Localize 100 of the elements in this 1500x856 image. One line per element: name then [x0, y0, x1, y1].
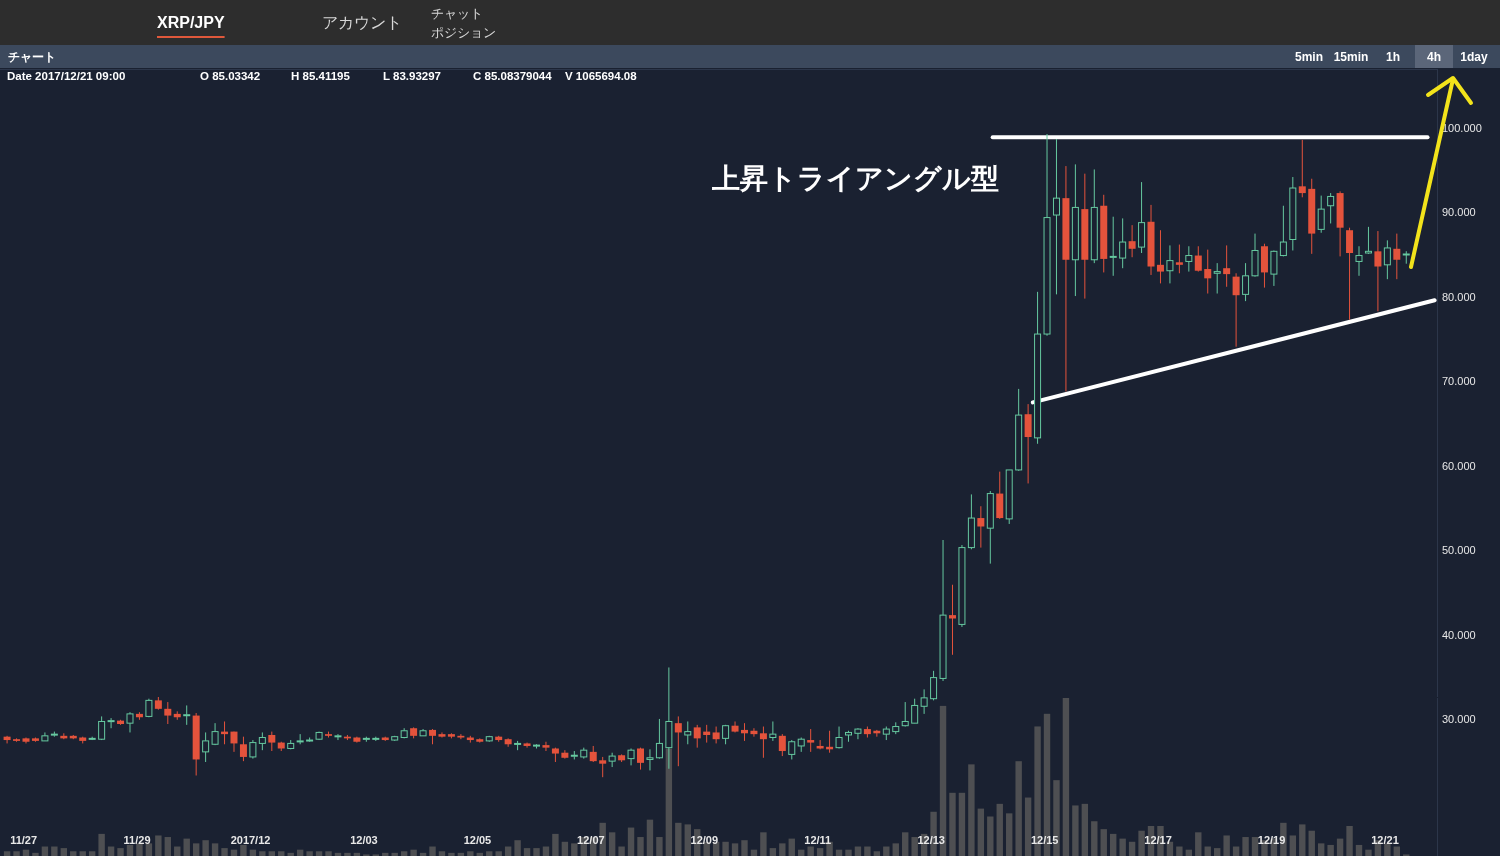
candlestick — [712, 726, 720, 744]
bar — [495, 851, 502, 856]
x-tick-label: 12/17 — [1144, 834, 1172, 846]
bar — [835, 849, 843, 856]
bar — [902, 832, 909, 856]
x-tick-label: 2017/12 — [230, 834, 271, 846]
candlestick — [239, 736, 247, 762]
candlestick — [183, 704, 191, 726]
bar — [750, 849, 758, 856]
candlestick — [1346, 227, 1354, 321]
bar — [476, 852, 483, 856]
bar — [1223, 835, 1230, 856]
candlestick — [759, 726, 767, 759]
bar — [429, 846, 436, 856]
bar — [646, 819, 654, 856]
bar — [183, 838, 190, 856]
candlestick — [1119, 217, 1127, 269]
candlestick — [1242, 262, 1250, 302]
bar — [996, 803, 1003, 856]
bar — [126, 844, 134, 856]
bar — [344, 852, 351, 856]
bar — [400, 851, 408, 856]
bar — [1346, 825, 1353, 856]
candlestick — [1194, 245, 1202, 273]
bar — [1176, 846, 1183, 856]
bar — [155, 835, 162, 856]
candlestick — [561, 749, 569, 760]
candlestick — [977, 505, 985, 549]
bar — [1091, 821, 1098, 856]
text: 4h — [1426, 50, 1442, 64]
bar — [1015, 761, 1022, 856]
bar — [296, 849, 304, 856]
bar — [192, 843, 200, 856]
candlestick — [1052, 138, 1060, 295]
bar — [958, 792, 966, 856]
y-tick-label: 60.000 — [1442, 459, 1476, 472]
candlestick — [1374, 230, 1382, 312]
bar — [486, 851, 493, 856]
bar — [1110, 833, 1117, 856]
bar — [419, 852, 427, 856]
text: 1day — [1460, 50, 1488, 64]
bar — [51, 846, 58, 856]
y-tick-label: 80.000 — [1442, 290, 1476, 303]
text: 15min — [1333, 50, 1369, 64]
bar — [892, 843, 899, 856]
bar — [741, 840, 748, 856]
bar — [911, 837, 918, 856]
candlestick — [854, 727, 862, 740]
candlestick — [1298, 139, 1306, 198]
bar — [864, 846, 871, 856]
x-tick-label: 12/09 — [690, 834, 719, 846]
candlestick — [684, 720, 692, 745]
annotation: C 85.08379044 — [473, 70, 553, 82]
bar — [968, 764, 975, 856]
annotation: V 1065694.08 — [565, 70, 638, 82]
bar — [561, 841, 569, 856]
candlestick — [107, 717, 115, 729]
candlestick — [1156, 229, 1164, 284]
bar — [987, 816, 994, 856]
candlestick — [1270, 249, 1278, 287]
bar — [391, 852, 398, 856]
bar — [1128, 841, 1136, 856]
candlestick — [778, 733, 786, 757]
bar — [977, 808, 985, 856]
candlestick — [1327, 192, 1335, 224]
x-tick-label: 12/15 — [1030, 834, 1059, 846]
x-tick-label: 12/05 — [463, 834, 492, 846]
bar — [656, 837, 663, 856]
candlestick — [901, 701, 909, 728]
bar — [1289, 835, 1297, 856]
text: 5min — [1294, 50, 1324, 64]
candlestick — [542, 741, 550, 752]
bar — [949, 792, 956, 856]
x-tick-label: 12/13 — [917, 834, 945, 846]
bar — [1336, 838, 1344, 856]
candlestick — [1185, 245, 1193, 273]
candlestick — [1317, 195, 1325, 234]
bar — [221, 848, 228, 856]
bar — [259, 851, 266, 856]
candlestick — [1109, 216, 1117, 277]
text: チャット — [431, 5, 483, 21]
y-tick-label: 90.000 — [1442, 206, 1476, 219]
candlestick — [1232, 272, 1240, 348]
bar — [1195, 832, 1202, 856]
bar — [675, 822, 682, 856]
candlestick — [948, 584, 956, 656]
bar — [136, 843, 143, 856]
candlestick — [1204, 249, 1212, 295]
bar — [722, 841, 729, 856]
candlestick — [334, 733, 342, 741]
bar — [117, 848, 124, 856]
text: アカウント — [322, 13, 402, 31]
bar — [760, 832, 767, 856]
candlestick — [202, 731, 210, 763]
candlestick — [249, 739, 257, 760]
candlestick — [1279, 205, 1287, 257]
bar — [769, 848, 777, 856]
bar — [1384, 843, 1391, 856]
bar — [798, 849, 805, 856]
bar — [145, 843, 153, 856]
